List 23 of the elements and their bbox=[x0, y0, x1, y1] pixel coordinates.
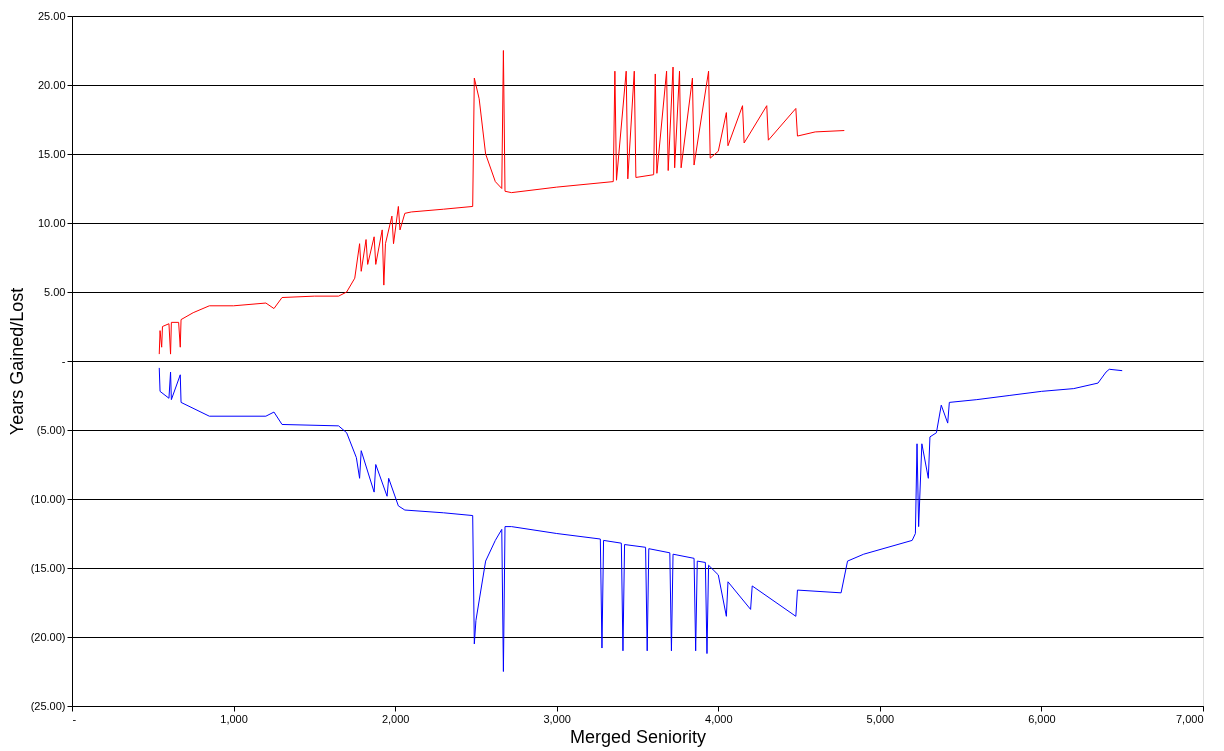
x-tick-label: 1,000 bbox=[220, 712, 248, 725]
x-tick-label: 4,000 bbox=[705, 712, 733, 725]
x-tick-label: 6,000 bbox=[1028, 712, 1056, 725]
y-tick-label: 25.00 bbox=[37, 9, 66, 22]
y-tick-label: 5.00 bbox=[44, 285, 66, 298]
x-tick-label: - bbox=[72, 712, 77, 725]
x-tick-label: 2,000 bbox=[381, 712, 410, 725]
y-tick-label: (25.00) bbox=[30, 699, 66, 712]
x-tick-label: 7,000 bbox=[1175, 712, 1204, 725]
y-axis-title: Years Gained/Lost bbox=[6, 287, 27, 436]
y-tick-label: (5.00) bbox=[36, 423, 66, 436]
y-tick-label: (20.00) bbox=[30, 630, 66, 643]
line-series bbox=[158, 50, 845, 355]
y-tick-label: 10.00 bbox=[37, 216, 66, 229]
y-tick-label: 20.00 bbox=[37, 78, 66, 91]
y-tick-label: (15.00) bbox=[30, 561, 66, 574]
line-series bbox=[158, 367, 1123, 672]
y-tick-label: 15.00 bbox=[37, 147, 66, 160]
y-tick-label: - bbox=[61, 354, 66, 367]
x-tick-label: 5,000 bbox=[866, 712, 895, 725]
x-tick-label: 3,000 bbox=[543, 712, 571, 725]
y-tick-label: (10.00) bbox=[30, 492, 66, 505]
x-axis-title: Merged Seniority bbox=[569, 726, 707, 747]
